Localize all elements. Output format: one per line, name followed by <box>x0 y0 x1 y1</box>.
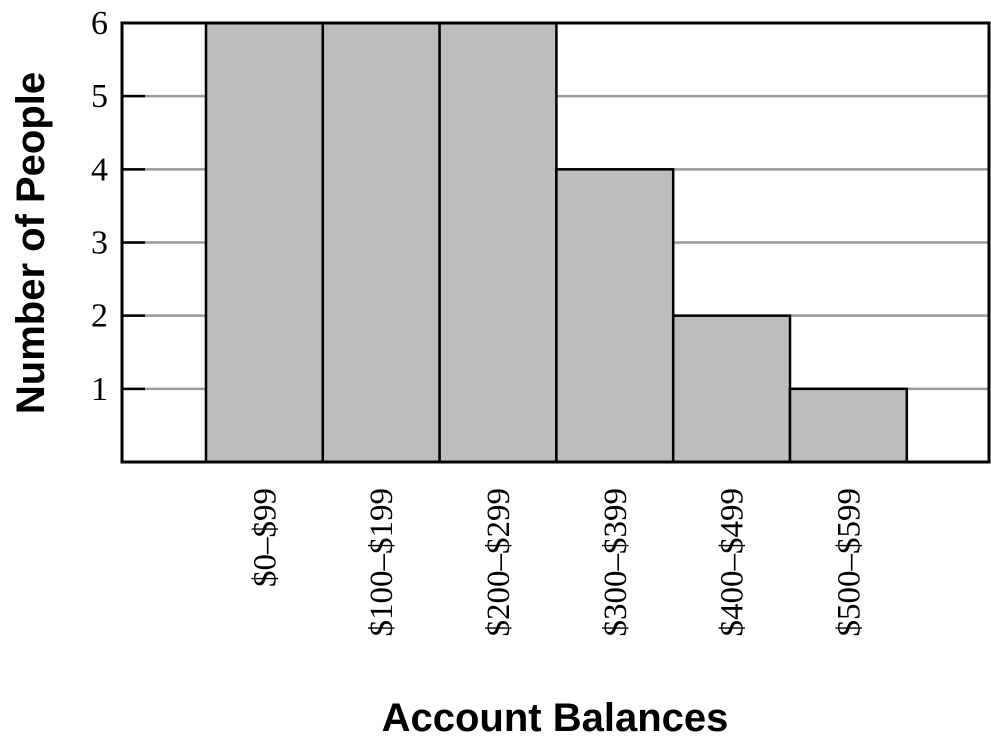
y-tick-label: 4 <box>91 151 108 188</box>
x-category-label: $0–$99 <box>247 488 283 587</box>
y-tick-labels: 1 2 3 4 5 6 <box>91 5 108 408</box>
plot-frame <box>120 21 991 464</box>
x-category-label: $100–$199 <box>364 488 400 637</box>
x-category-labels: $0–$99 $100–$199 $200–$299 $300–$399 $400–$4… <box>247 488 867 637</box>
x-axis-title: Account Balances <box>382 696 729 740</box>
y-axis-title: Number of People <box>9 72 53 414</box>
x-category-label: $300–$399 <box>598 488 634 637</box>
y-tick-label: 6 <box>91 5 108 42</box>
x-category-label: $500–$599 <box>831 488 867 637</box>
bar <box>788 387 909 464</box>
bar <box>671 314 792 464</box>
bar <box>321 21 441 464</box>
bar <box>204 21 325 464</box>
x-category-label: $200–$299 <box>481 488 517 637</box>
bar <box>438 21 558 464</box>
bar <box>555 168 675 464</box>
y-tick-label: 3 <box>91 225 108 262</box>
x-category-label: $400–$499 <box>715 488 751 637</box>
y-tick-label: 5 <box>91 78 108 115</box>
y-tick-label: 2 <box>91 298 108 335</box>
y-tick-label: 1 <box>91 371 108 408</box>
